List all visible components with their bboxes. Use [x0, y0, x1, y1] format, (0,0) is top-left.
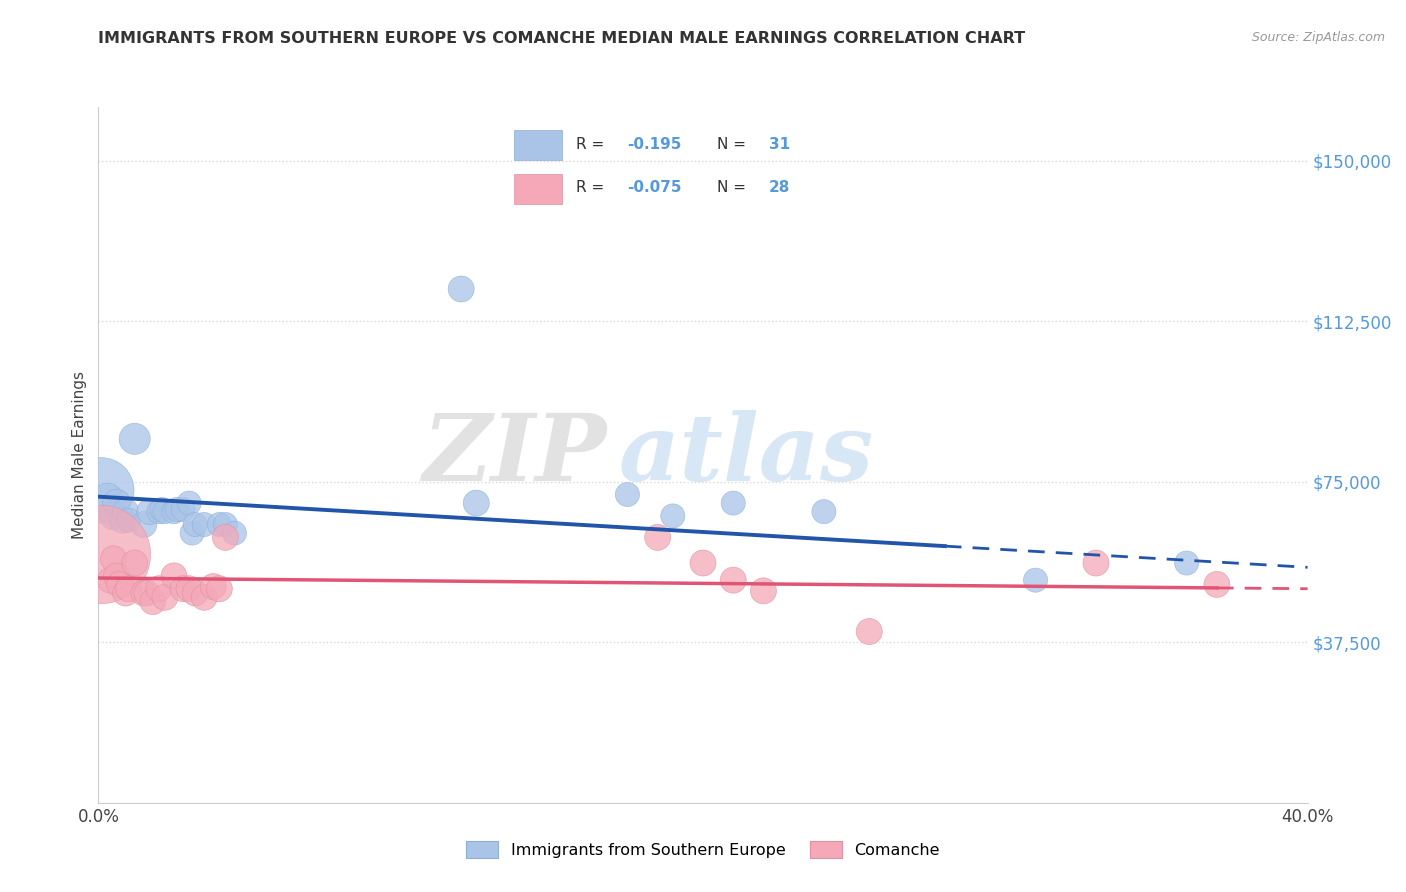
Point [184, 517, 207, 532]
Point [90, 548, 112, 562]
Point [163, 505, 186, 519]
Point [1175, 556, 1198, 570]
Point [202, 580, 225, 594]
Point [142, 594, 165, 608]
Point [692, 556, 714, 570]
Point [166, 502, 188, 516]
Point [118, 513, 141, 527]
Point [148, 505, 170, 519]
Text: IMMIGRANTS FROM SOUTHERN EUROPE VS COMANCHE MEDIAN MALE EARNINGS CORRELATION CHA: IMMIGRANTS FROM SOUTHERN EUROPE VS COMAN… [98, 31, 1025, 46]
Point [108, 577, 131, 591]
Point [858, 624, 880, 639]
Point [132, 517, 155, 532]
Point [184, 586, 207, 600]
Point [105, 569, 128, 583]
Point [172, 582, 194, 596]
Point [114, 505, 136, 519]
Point [150, 502, 173, 516]
Point [208, 517, 231, 532]
Point [1085, 556, 1108, 570]
Point [118, 582, 141, 596]
Point [647, 530, 669, 544]
Point [450, 282, 472, 296]
Point [103, 508, 125, 523]
Point [153, 505, 176, 519]
Point [124, 432, 146, 446]
Point [721, 496, 744, 510]
Legend: Immigrants from Southern Europe, Comanche: Immigrants from Southern Europe, Comanch… [460, 835, 946, 864]
Point [224, 526, 246, 541]
Point [103, 551, 125, 566]
Point [193, 517, 215, 532]
Point [135, 586, 157, 600]
Y-axis label: Median Male Earnings: Median Male Earnings [72, 371, 87, 539]
Point [214, 517, 236, 532]
Point [1206, 577, 1229, 591]
Point [813, 505, 835, 519]
Point [148, 582, 170, 596]
Point [214, 530, 236, 544]
Point [177, 496, 201, 510]
Point [90, 483, 112, 498]
Point [111, 513, 134, 527]
Point [208, 582, 231, 596]
Point [465, 496, 488, 510]
Point [139, 505, 162, 519]
Point [132, 586, 155, 600]
Point [114, 586, 136, 600]
Point [96, 491, 118, 506]
Point [193, 591, 215, 605]
Text: ZIP: ZIP [422, 410, 606, 500]
Point [105, 496, 128, 510]
Point [181, 526, 204, 541]
Point [153, 591, 176, 605]
Text: Source: ZipAtlas.com: Source: ZipAtlas.com [1251, 31, 1385, 45]
Text: atlas: atlas [619, 410, 873, 500]
Point [177, 582, 201, 596]
Point [721, 573, 744, 587]
Point [124, 556, 146, 570]
Point [616, 487, 638, 501]
Point [163, 569, 186, 583]
Point [1024, 573, 1046, 587]
Point [172, 502, 194, 516]
Point [661, 508, 683, 523]
Point [100, 573, 122, 587]
Point [752, 583, 775, 598]
